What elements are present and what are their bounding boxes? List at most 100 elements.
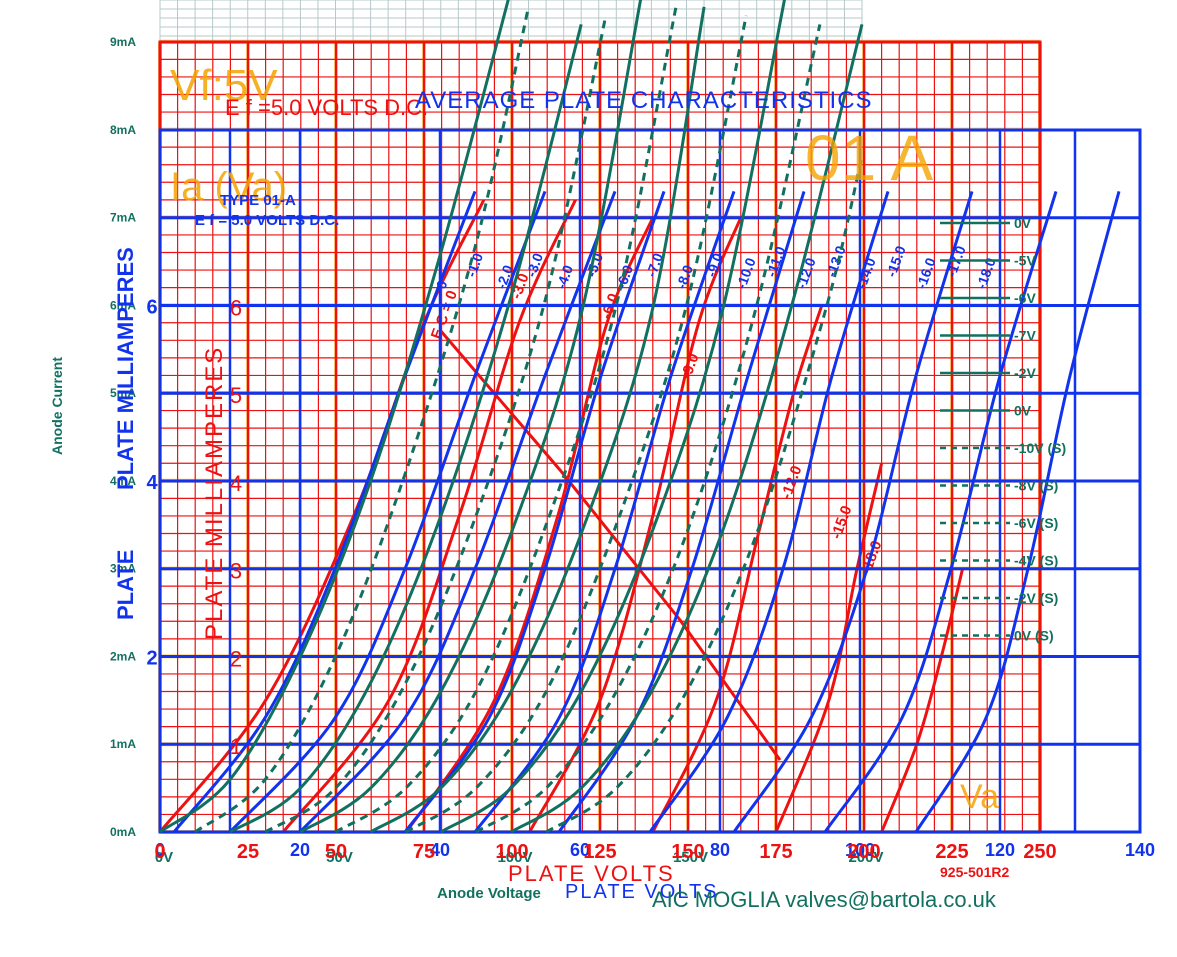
green-curve-4	[440, 0, 786, 834]
blue-curve-label: -2.0	[493, 263, 516, 291]
green-curve-8	[334, 6, 678, 834]
ia-va-annotation: Ia (Va)	[170, 165, 287, 209]
va-corner-annotation: Va	[960, 778, 999, 816]
green-y-tick: 9mA	[110, 35, 136, 49]
legend-entry: -6V	[1014, 290, 1036, 306]
red-y-tick: 2	[230, 646, 242, 671]
green-curve-3	[369, 6, 706, 834]
red-x-tick: 225	[935, 841, 968, 863]
blue-x-tick: 80	[710, 840, 730, 860]
green-y-tick: 6mA	[110, 298, 136, 312]
red-curve-3	[528, 217, 743, 833]
red-x-tick: 125	[583, 841, 616, 863]
red-y-tick: 5	[230, 383, 242, 408]
legend-entry: -10V (S)	[1014, 440, 1066, 456]
blue-curve-7	[732, 190, 974, 833]
red-x-tick: 75	[413, 841, 435, 863]
red-code: 925-501R2	[940, 864, 1009, 880]
green-y-tick: 0mA	[110, 825, 136, 839]
blue-x-tick: 100	[845, 840, 875, 860]
ef-red-label: E f =5.0 VOLTS D.C.	[225, 95, 428, 120]
vf-annotation: Vf:5V	[170, 61, 278, 110]
green-ylabel: Anode Current	[49, 357, 65, 455]
green-curve-6	[194, 6, 530, 834]
red-x-tick: 100	[495, 841, 528, 863]
blue-curve-4	[473, 190, 736, 833]
red-y-tick: 1	[230, 734, 242, 759]
green-grid	[159, 0, 863, 42]
red-x-tick: 175	[759, 841, 792, 863]
credit: AIC MOGLIA valves@bartola.co.uk	[652, 887, 997, 912]
chart-title: AVERAGE PLATE CHARACTERISTICS	[415, 87, 873, 114]
legend-entry: -6V (S)	[1014, 515, 1058, 531]
red-x-tick: 0	[154, 841, 165, 863]
blue-curve-1	[228, 190, 547, 834]
green-y-tick: 8mA	[110, 123, 136, 137]
blue-curve-label: -4.0	[553, 263, 576, 291]
blue-x-tick: 120	[985, 840, 1015, 860]
red-x-tick: 150	[671, 841, 704, 863]
red-x-tick: 250	[1023, 841, 1056, 863]
green-xlabel: Anode Voltage	[437, 885, 541, 902]
green-curve-1	[229, 24, 583, 834]
red-load-line	[438, 329, 782, 761]
red-y-tick: 4	[230, 471, 242, 496]
green-x-tick: 0V	[155, 849, 173, 866]
blue-curve-label: -5.0	[583, 251, 606, 279]
legend-entry: 0V	[1014, 403, 1032, 419]
blue-x-tick: 0	[155, 840, 165, 860]
blue-x-tick: 60	[570, 840, 590, 860]
blue-ylabel-plate: PLATE	[113, 550, 138, 620]
type-label-1: TYPE 01-A	[220, 192, 296, 209]
blue-curve-2	[298, 190, 617, 834]
green-curve-5	[510, 24, 864, 834]
legend-entry: -4V (S)	[1014, 553, 1058, 569]
legend-entry: -5V	[1014, 253, 1036, 269]
red-curve-4	[651, 304, 824, 833]
type-label-2: E f = 5.0 VOLTS D.C.	[195, 212, 339, 229]
blue-ylabel: PLATE MILLIAMPERES	[113, 247, 138, 490]
green-x-tick: 100V	[497, 849, 532, 866]
red-y-tick: 6	[230, 295, 242, 320]
blue-y-tick: 6	[146, 297, 157, 319]
red-curve-1	[282, 199, 577, 833]
legend-entry: -2V	[1014, 365, 1036, 381]
blue-curve-label: -3.0	[523, 251, 546, 279]
red-x-tick: 25	[237, 841, 259, 863]
red-x-tick: 200	[847, 841, 880, 863]
legend-entry: -8V (S)	[1014, 478, 1058, 494]
green-x-tick: 50V	[326, 849, 353, 866]
red-y-tick: 3	[230, 559, 242, 584]
green-curve-7	[264, 15, 608, 834]
green-curve-0	[159, 0, 510, 834]
blue-curve-6	[648, 190, 890, 833]
green-x-tick: 150V	[673, 849, 708, 866]
blue-curve-9	[914, 191, 1121, 833]
blue-y-tick: 2	[146, 648, 157, 670]
green-curve-9	[404, 15, 748, 834]
legend-entry: 0V	[1014, 215, 1032, 231]
blue-x-tick: 140	[1125, 840, 1155, 860]
blue-curve-8	[823, 190, 1058, 833]
legend-entry: 0V (S)	[1014, 628, 1054, 644]
red-x-tick: 50	[325, 841, 347, 863]
blue-curve-5	[557, 190, 806, 833]
red-ylabel: PLATE MILLIAMPERES	[201, 346, 228, 640]
blue-xlabel: PLATE VOLTS	[565, 881, 719, 903]
legend-entry: -2V (S)	[1014, 590, 1058, 606]
green-chart-layer: 0V -5V -6V -7V -2V 0V -10V (S) -8V (S) -6V (S) -4…	[159, 0, 1066, 834]
blue-curve-3	[403, 190, 666, 833]
green-curve-2	[299, 0, 643, 834]
green-y-tick: 2mA	[110, 649, 136, 663]
green-y-tick: 5mA	[110, 386, 136, 400]
blue-y-tick: 4	[146, 472, 158, 494]
legend-entry: -7V	[1014, 328, 1036, 344]
red-curve-6	[880, 568, 965, 833]
red-curve-2	[405, 217, 655, 833]
blue-curve-0	[172, 190, 477, 833]
green-x-tick: 200V	[848, 849, 883, 866]
green-y-tick: 1mA	[110, 737, 136, 751]
big-type-annotation: 01 A	[805, 122, 933, 194]
